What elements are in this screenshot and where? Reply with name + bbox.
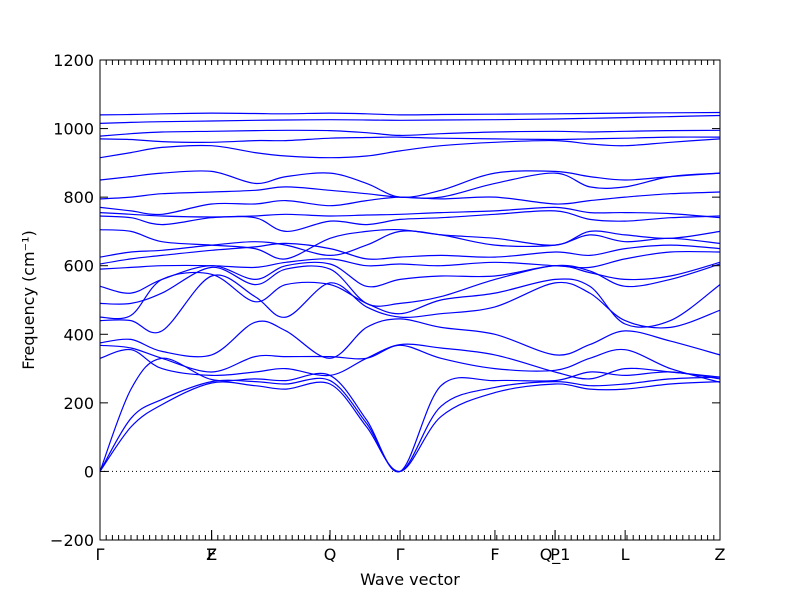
band-line (100, 138, 720, 159)
y-tick-label: 800 (63, 188, 94, 207)
band-line (100, 191, 720, 216)
y-tick-label: 600 (63, 257, 94, 276)
kpoint-label: Γ (396, 545, 405, 564)
y-tick-label: 200 (63, 394, 94, 413)
plot-frame (99, 59, 721, 541)
band-line (100, 343, 720, 380)
kpoint-label: F (490, 545, 499, 564)
band-line (100, 170, 720, 198)
band-line (100, 271, 720, 328)
band-line (100, 114, 720, 124)
kpoint-label: Z (206, 545, 217, 564)
band-line (100, 263, 720, 307)
kpoint-label: P (550, 545, 560, 564)
band-line (100, 206, 720, 219)
kpoint-label: Z (715, 545, 726, 564)
kpoint-label: L (621, 545, 630, 564)
band-line (100, 111, 720, 116)
band-line (100, 210, 720, 233)
band-line (100, 230, 720, 258)
kpoint-label: F (207, 545, 216, 564)
band-line (100, 228, 720, 260)
y-axis-ticks: −200 0 200 400 600 800 1000 1200 (50, 51, 720, 550)
band-line (100, 357, 720, 473)
band-line (100, 250, 720, 270)
band-line (100, 318, 720, 359)
kpoint-label: Γ (96, 545, 105, 564)
y-tick-label: −200 (50, 531, 94, 550)
phonon-bands (100, 111, 720, 473)
minor-ticks (99, 60, 721, 540)
band-line (100, 261, 720, 294)
x-axis-title: Wave vector (360, 570, 460, 589)
kpoint-label: Q_1 (540, 545, 571, 565)
band-line (100, 129, 720, 137)
kpoint-label: Q (324, 545, 337, 564)
y-axis-title: Frequency (cm⁻¹) (19, 230, 38, 369)
y-tick-label: 0 (84, 462, 94, 481)
band-line (100, 242, 720, 265)
y-tick-label: 1200 (53, 51, 94, 70)
x-axis-ticks: Γ FZ Q Γ F PQ_1 L Z (96, 530, 726, 565)
band-line (100, 136, 720, 143)
y-tick-label: 400 (63, 325, 94, 344)
band-line (100, 344, 720, 383)
band-line (100, 172, 720, 200)
y-tick-label: 1000 (53, 120, 94, 139)
band-line (100, 274, 720, 334)
